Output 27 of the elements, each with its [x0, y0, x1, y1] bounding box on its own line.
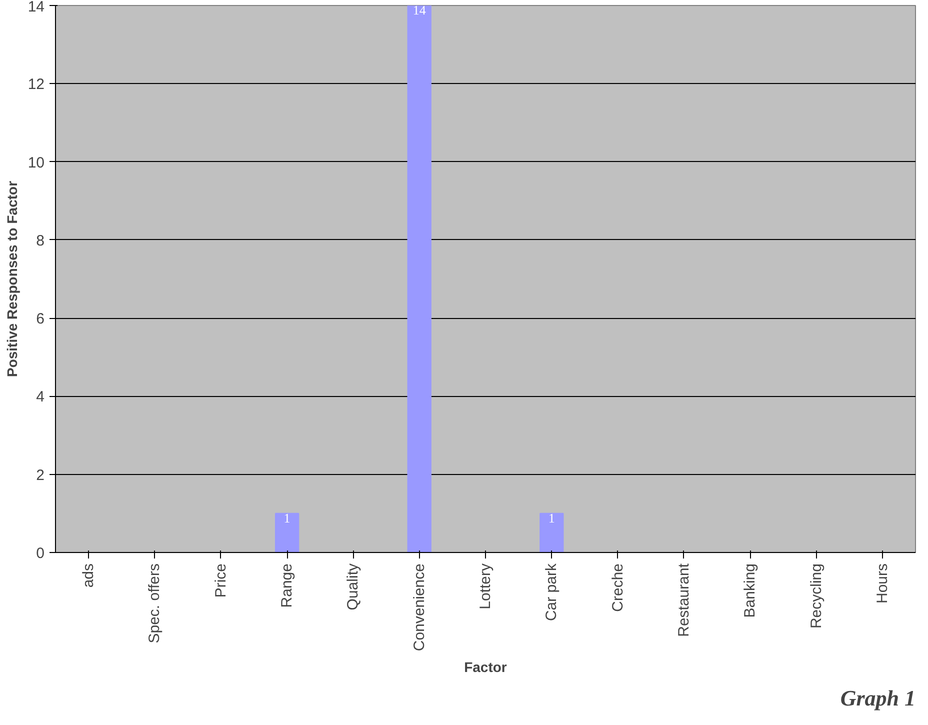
x-tick-label: Restaurant — [675, 562, 692, 637]
x-tick-label: Hours — [874, 563, 891, 604]
y-tick-label: 10 — [28, 154, 45, 172]
x-tick-label: Spec. offers — [146, 563, 164, 644]
y-tick-label: 8 — [36, 232, 44, 250]
x-tick-label: Creche — [609, 563, 626, 612]
x-tick-label: Range — [278, 564, 296, 608]
x-tick-label: Quality — [344, 563, 362, 610]
x-tick-label: Car park — [543, 563, 560, 622]
y-tick-label: 2 — [36, 466, 44, 484]
x-tick-label: ads — [80, 563, 98, 588]
y-tick-label: 14 — [28, 0, 45, 16]
x-tick-label: Banking — [742, 563, 759, 618]
x-tick-label: Lottery — [477, 563, 494, 610]
data-label: 1 — [548, 510, 555, 526]
y-tick-label: 12 — [28, 76, 45, 94]
y-tick-label: 4 — [36, 388, 44, 406]
data-label: 14 — [412, 2, 426, 18]
x-tick-label: Price — [212, 563, 230, 598]
x-tick-label: Convenience — [410, 564, 428, 652]
x-tick-label: Recycling — [808, 563, 825, 629]
y-tick-label: 0 — [36, 545, 44, 562]
data-label: 1 — [284, 510, 290, 526]
y-tick-label: 6 — [36, 310, 44, 328]
x-axis-title: Factor — [464, 659, 508, 676]
y-axis-title: Positive Responses to Factor — [4, 180, 20, 378]
caption: Graph 1 — [840, 686, 916, 710]
